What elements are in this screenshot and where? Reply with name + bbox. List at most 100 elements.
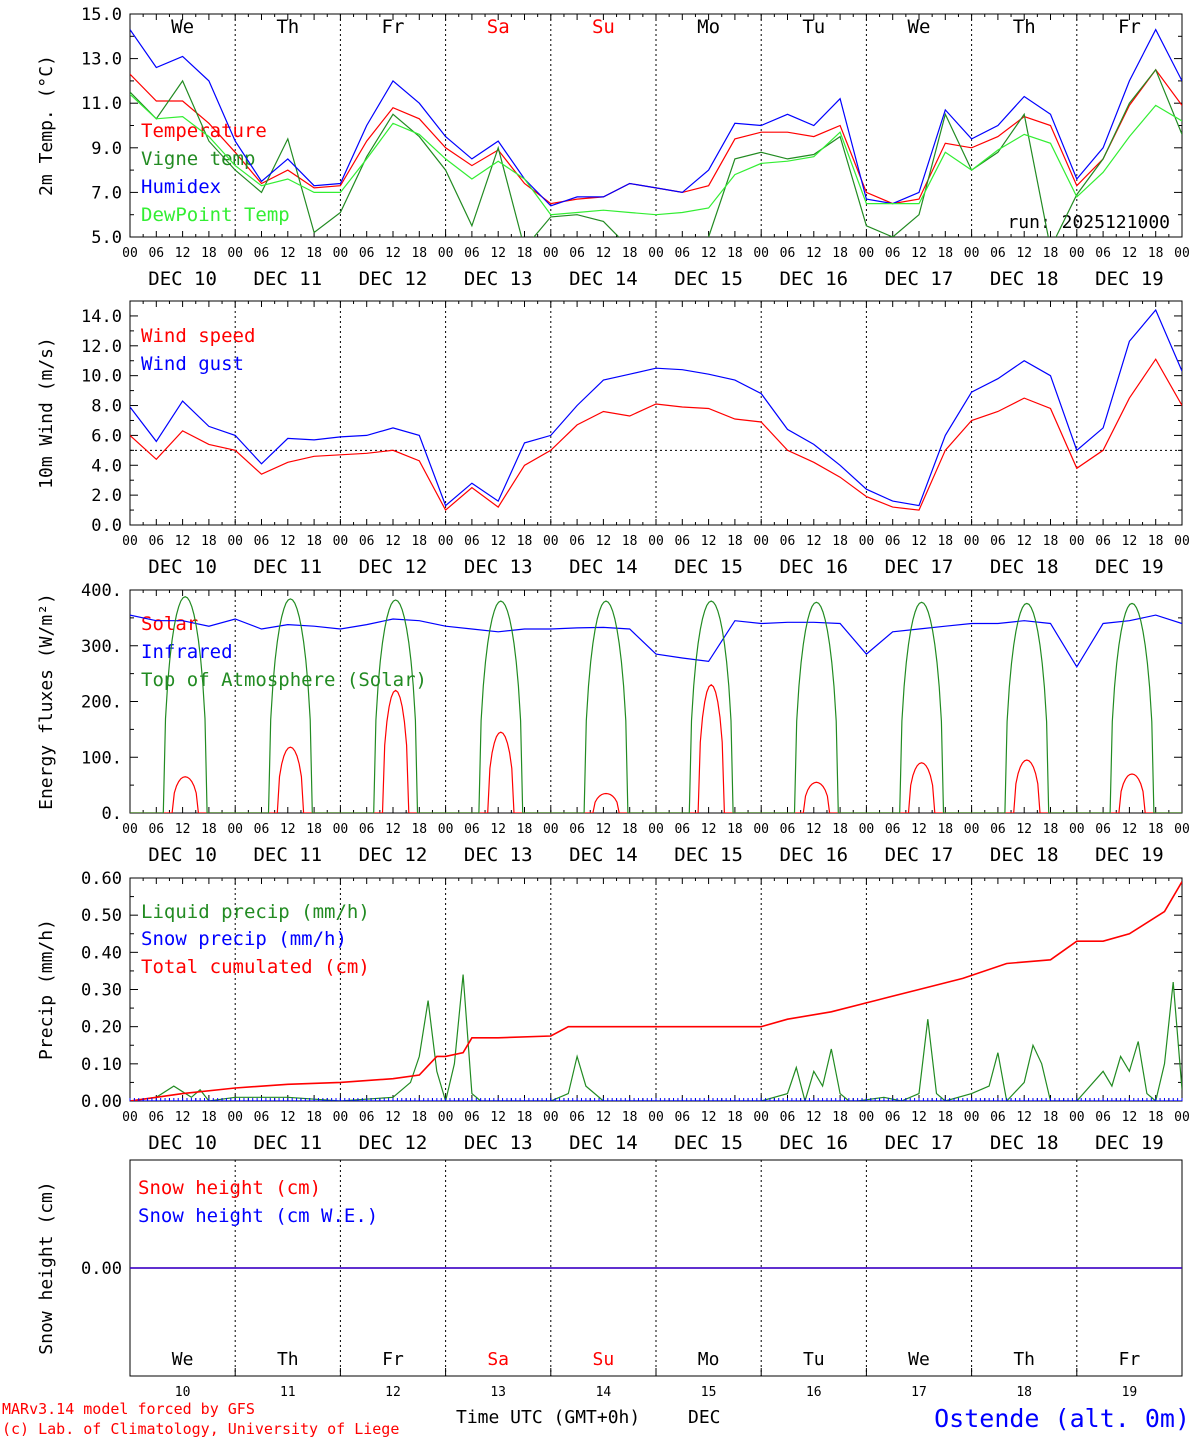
- weekday-label: We: [908, 16, 931, 38]
- day-date-label: DEC 18: [990, 556, 1059, 578]
- weekday-label: We: [172, 1349, 194, 1370]
- hour-tick-label: 00: [438, 246, 454, 261]
- weekday-label: Fr: [1119, 1349, 1141, 1370]
- day-number-label: 19: [1122, 1385, 1138, 1400]
- hour-tick-label: 00: [648, 246, 664, 261]
- hour-tick-label: 12: [701, 1110, 717, 1125]
- hour-tick-label: 12: [806, 246, 822, 261]
- series-line-vigne-temp: [130, 68, 1182, 237]
- hour-tick-label: 12: [596, 246, 612, 261]
- hour-tick-label: 18: [201, 822, 217, 837]
- day-date-label: DEC 11: [253, 556, 322, 578]
- hour-tick-label: 06: [569, 1110, 585, 1125]
- hour-tick-label: 12: [701, 246, 717, 261]
- legend-item: Humidex: [141, 176, 221, 198]
- hour-tick-label: 18: [727, 1110, 743, 1125]
- hour-tick-label: 18: [937, 822, 953, 837]
- day-date-label: DEC 15: [674, 844, 743, 866]
- hour-tick-label: 18: [411, 1110, 427, 1125]
- weekday-label: Th: [1013, 16, 1036, 38]
- hour-tick-label: 18: [1148, 1110, 1164, 1125]
- hour-tick-label: 12: [1122, 1110, 1138, 1125]
- hour-tick-label: 00: [859, 822, 875, 837]
- series-line-dewpoint-temp: [130, 93, 1182, 216]
- y-axis-label: Precip (mm/h): [36, 919, 57, 1060]
- hour-tick-label: 18: [1043, 246, 1059, 261]
- day-date-label: DEC 19: [1095, 556, 1164, 578]
- hour-tick-label: 00: [1069, 822, 1085, 837]
- y-tick-label: 5.0: [91, 228, 122, 248]
- hour-tick-label: 18: [1148, 246, 1164, 261]
- day-date-label: DEC 15: [674, 556, 743, 578]
- hour-tick-label: 06: [1095, 822, 1111, 837]
- hour-tick-label: 12: [385, 534, 401, 549]
- day-number-label: 18: [1016, 1385, 1032, 1400]
- hour-tick-label: 00: [543, 246, 559, 261]
- y-tick-label: 200.: [81, 693, 122, 713]
- y-tick-label: 8.0: [91, 397, 122, 417]
- y-axis-label: 2m Temp. (°C): [36, 55, 57, 196]
- day-date-label: DEC 15: [674, 268, 743, 290]
- hour-tick-label: 00: [1069, 246, 1085, 261]
- hour-tick-label: 06: [359, 822, 375, 837]
- series-line-infrared: [130, 614, 1182, 669]
- weekday-label: Fr: [1118, 16, 1141, 38]
- hour-tick-label: 18: [622, 1110, 638, 1125]
- hour-tick-label: 12: [490, 534, 506, 549]
- hour-tick-label: 06: [674, 246, 690, 261]
- hour-tick-label: 06: [990, 822, 1006, 837]
- y-tick-label: 6.0: [91, 426, 122, 446]
- hour-tick-label: 00: [227, 1110, 243, 1125]
- hour-tick-label: 06: [674, 534, 690, 549]
- hour-tick-label: 06: [254, 534, 270, 549]
- hour-tick-label: 12: [701, 822, 717, 837]
- hour-tick-label: 18: [306, 534, 322, 549]
- day-number-label: 12: [385, 1385, 401, 1400]
- hour-tick-label: 00: [227, 534, 243, 549]
- hour-tick-label: 00: [438, 1110, 454, 1125]
- hour-tick-label: 12: [490, 246, 506, 261]
- day-number-label: 16: [806, 1385, 822, 1400]
- day-date-label: DEC 17: [885, 556, 954, 578]
- hour-tick-label: 00: [333, 246, 349, 261]
- hour-tick-label: 18: [937, 1110, 953, 1125]
- y-tick-label: 0.00: [81, 1092, 122, 1112]
- panel-energy: 00 06 12 18 00 06 12 18 00 06 12 18 00 06 12 18 00 06 12 18…: [36, 581, 1190, 866]
- hour-tick-label: 12: [490, 1110, 506, 1125]
- day-date-label: DEC 19: [1095, 1132, 1164, 1154]
- hour-tick-label: 12: [385, 246, 401, 261]
- hour-tick-label: 00: [333, 534, 349, 549]
- lab-credit: (c) Lab. of Climatology, University of L…: [2, 1420, 399, 1438]
- hour-tick-label: 06: [254, 822, 270, 837]
- day-date-label: DEC 14: [569, 844, 638, 866]
- y-axis-label: 10m Wind (m/s): [36, 337, 57, 489]
- hour-tick-label: 00: [333, 822, 349, 837]
- hour-tick-label: 12: [1016, 246, 1032, 261]
- hour-tick-label: 12: [911, 534, 927, 549]
- hour-tick-label: 06: [148, 1110, 164, 1125]
- hour-tick-label: 00: [1174, 246, 1190, 261]
- weekday-label: Fr: [382, 16, 405, 38]
- x-axis-month: DEC: [688, 1407, 721, 1428]
- hour-tick-label: 06: [569, 822, 585, 837]
- hour-tick-label: 18: [832, 1110, 848, 1125]
- hour-tick-label: 18: [201, 534, 217, 549]
- day-date-label: DEC 12: [359, 268, 428, 290]
- y-tick-label: 2.0: [91, 486, 122, 506]
- weekday-label: Fr: [382, 1349, 404, 1370]
- hour-tick-label: 18: [517, 246, 533, 261]
- weekday-label: Mo: [697, 16, 720, 38]
- y-tick-label: 0.0: [91, 516, 122, 536]
- day-date-label: DEC 16: [779, 268, 848, 290]
- hour-tick-label: 00: [543, 534, 559, 549]
- day-date-label: DEC 19: [1095, 268, 1164, 290]
- hour-tick-label: 12: [385, 1110, 401, 1125]
- hour-tick-label: 06: [990, 1110, 1006, 1125]
- legend-item: Wind gust: [141, 353, 244, 375]
- day-date-label: DEC 19: [1095, 844, 1164, 866]
- weekday-label: Su: [592, 16, 615, 38]
- hour-tick-label: 00: [438, 822, 454, 837]
- hour-tick-label: 00: [1174, 822, 1190, 837]
- weekday-label: Sa: [487, 16, 510, 38]
- y-tick-label: 0.00: [81, 1259, 122, 1279]
